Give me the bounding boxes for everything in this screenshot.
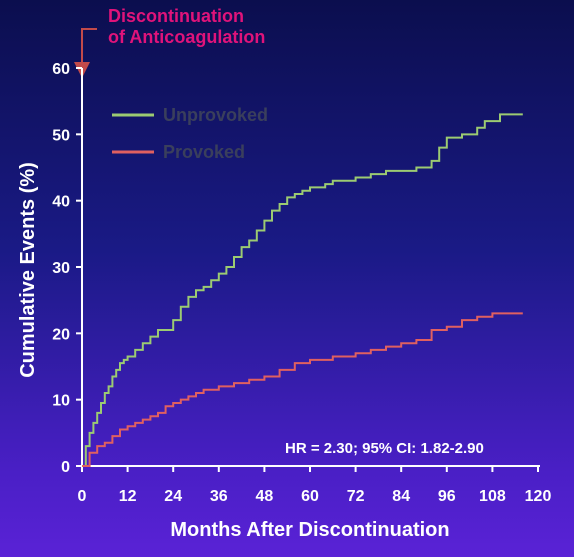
y-tick-label: 30 — [52, 260, 70, 277]
y-tick-label: 10 — [52, 393, 70, 410]
x-tick-label: 120 — [525, 488, 552, 505]
x-ticks: 0 12 24 36 48 60 72 84 96 108 120 — [78, 466, 552, 505]
x-tick-label: 48 — [256, 488, 274, 505]
y-axis-title: Cumulative Events (%) — [17, 162, 39, 378]
x-axis-title: Months After Discontinuation — [170, 519, 449, 541]
x-tick-label: 108 — [479, 488, 506, 505]
y-ticks: 0 10 20 30 40 50 60 — [52, 61, 82, 476]
x-tick-label: 60 — [301, 488, 319, 505]
y-tick-label: 60 — [52, 61, 70, 78]
x-tick-label: 0 — [78, 488, 87, 505]
x-tick-label: 72 — [347, 488, 365, 505]
series-layer — [82, 113, 523, 467]
y-tick-label: 50 — [52, 127, 70, 144]
hazard-ratio-text: HR = 2.30; 95% CI: 1.82-2.90 — [285, 440, 484, 457]
legend-label-unprovoked: Unprovoked — [163, 105, 268, 125]
y-tick-label: 20 — [52, 326, 70, 343]
legend-label-provoked: Provoked — [163, 142, 245, 162]
x-tick-label: 36 — [210, 488, 228, 505]
y-tick-label: 0 — [61, 459, 70, 476]
annotation-line-2: of Anticoagulation — [108, 27, 265, 47]
annotation-line-1: Discontinuation — [108, 6, 244, 26]
series-line-unprovoked — [82, 113, 523, 467]
y-tick-label: 40 — [52, 194, 70, 211]
x-tick-label: 12 — [119, 488, 137, 505]
x-tick-label: 96 — [438, 488, 456, 505]
x-tick-label: 24 — [164, 488, 182, 505]
annotation-arrow — [74, 28, 97, 78]
legend: Unprovoked Provoked — [112, 105, 268, 162]
series-line-provoked — [82, 312, 523, 467]
x-tick-label: 84 — [392, 488, 410, 505]
